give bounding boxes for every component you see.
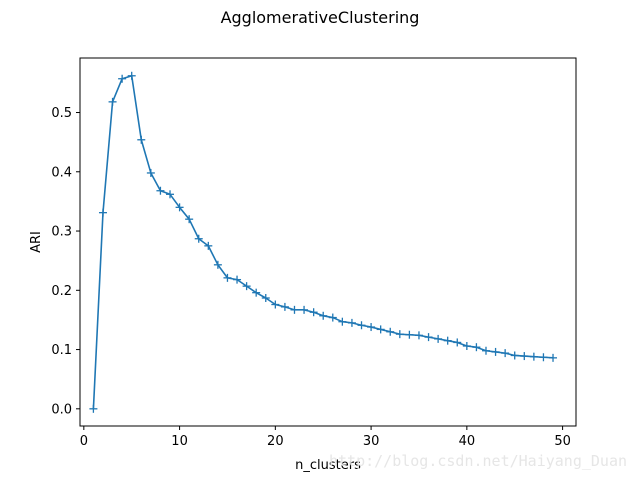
data-point xyxy=(204,241,213,250)
x-tick-label: 20 xyxy=(267,434,284,449)
data-point xyxy=(510,351,519,360)
data-point xyxy=(472,343,481,352)
plot-area xyxy=(89,71,558,413)
data-point xyxy=(501,349,510,358)
data-point xyxy=(252,288,261,297)
data-point xyxy=(376,325,385,334)
data-point xyxy=(175,203,184,212)
data-point xyxy=(443,336,452,345)
y-tick-label: 0.1 xyxy=(51,343,72,358)
x-axis-label: n_clusters xyxy=(295,458,361,473)
data-point xyxy=(481,346,490,355)
data-point xyxy=(529,352,538,361)
data-point xyxy=(271,300,280,309)
y-tick-label: 0.0 xyxy=(51,402,72,417)
y-tick-label: 0.3 xyxy=(51,225,72,240)
data-point xyxy=(357,321,366,330)
data-point xyxy=(434,334,443,343)
data-point xyxy=(405,330,414,339)
data-point xyxy=(223,273,232,282)
watermark: http://blog.csdn.net/Haiyang_Duan xyxy=(329,452,627,470)
x-tick-label: 50 xyxy=(554,434,571,449)
x-axis-ticks: 0 10 20 30 40 50 xyxy=(80,426,571,449)
data-point xyxy=(386,327,395,336)
data-point xyxy=(156,186,165,195)
y-axis-label: ARI xyxy=(29,231,44,253)
x-tick-label: 0 xyxy=(80,434,88,449)
y-axis-ticks: 0.0 0.1 0.2 0.3 0.4 0.5 xyxy=(51,106,80,417)
data-point xyxy=(146,168,155,177)
data-point xyxy=(328,313,337,322)
data-point xyxy=(424,333,433,342)
data-point xyxy=(309,308,318,317)
data-point xyxy=(118,74,127,83)
data-point xyxy=(347,318,356,327)
data-point xyxy=(213,260,222,269)
x-tick-label: 30 xyxy=(363,434,380,449)
data-point xyxy=(319,311,328,320)
data-point xyxy=(300,305,309,314)
data-point xyxy=(367,323,376,332)
data-point xyxy=(549,353,558,362)
data-point xyxy=(539,353,548,362)
data-point xyxy=(194,234,203,243)
data-point xyxy=(338,317,347,326)
axes-frame xyxy=(79,57,577,427)
data-point xyxy=(233,275,242,284)
x-tick-label: 40 xyxy=(459,434,476,449)
data-point xyxy=(520,352,529,361)
y-tick-label: 0.4 xyxy=(51,165,72,180)
data-point xyxy=(462,342,471,350)
data-point xyxy=(108,97,117,106)
data-point xyxy=(127,71,136,80)
data-point xyxy=(242,282,251,291)
y-tick-label: 0.5 xyxy=(51,106,72,121)
data-point xyxy=(453,338,462,347)
data-point xyxy=(414,331,423,340)
data-point xyxy=(89,404,98,413)
data-point xyxy=(491,347,500,356)
data-point xyxy=(137,135,146,144)
data-point xyxy=(166,190,175,199)
data-point xyxy=(395,330,404,339)
data-point xyxy=(261,294,270,302)
chart-title: AgglomerativeClustering xyxy=(221,8,420,27)
y-tick-label: 0.2 xyxy=(51,284,72,299)
x-tick-label: 10 xyxy=(171,434,188,449)
data-point xyxy=(280,302,289,311)
data-point xyxy=(98,208,107,217)
data-point xyxy=(185,215,194,224)
data-point xyxy=(290,305,299,314)
